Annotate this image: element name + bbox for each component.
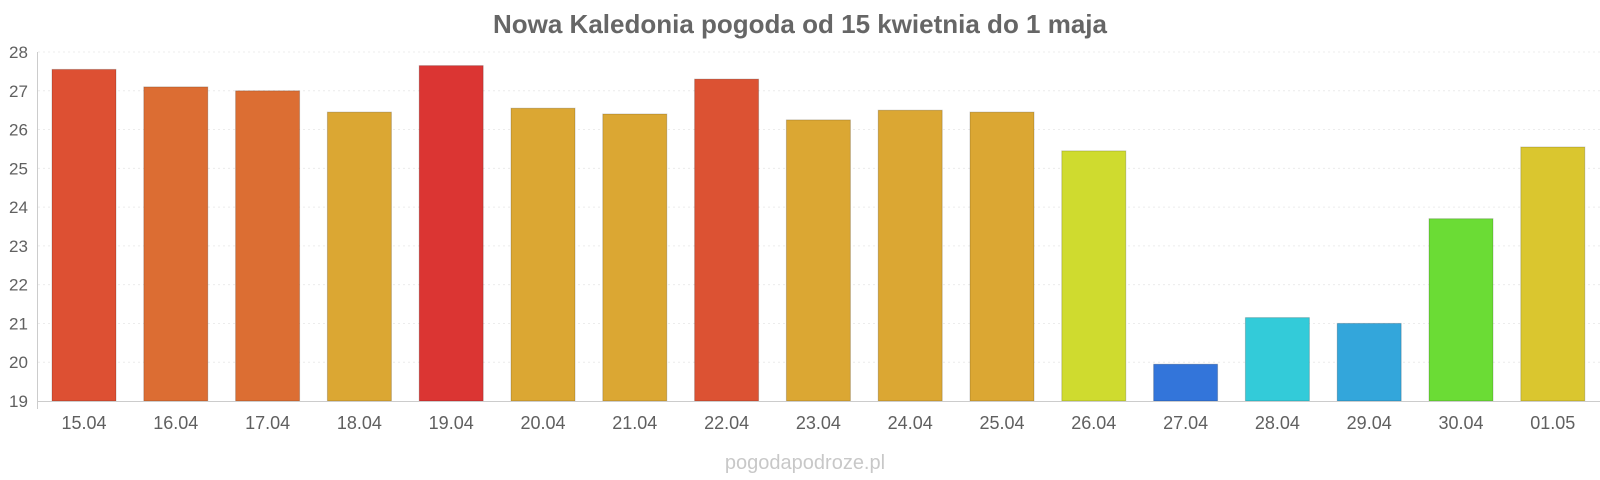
bar-24.04 (877, 109, 943, 402)
x-tick-label: 01.05 (1530, 413, 1575, 433)
y-tick-label: 27 (9, 82, 28, 101)
bar-15.04 (51, 68, 117, 402)
x-tick-label: 18.04 (337, 413, 382, 433)
x-tick-label: 27.04 (1163, 413, 1208, 433)
x-tick-label: 19.04 (429, 413, 474, 433)
y-tick-label: 25 (9, 159, 28, 178)
watermark: pogodapodroze.pl (725, 452, 885, 474)
x-tick-label: 24.04 (888, 413, 933, 433)
y-tick-label: 19 (9, 392, 28, 411)
bar-22.04 (694, 78, 760, 402)
x-tick-label: 30.04 (1438, 413, 1483, 433)
x-tick-label: 25.04 (979, 413, 1024, 433)
y-axis-ticks: 19 20 21 22 23 24 25 26 27 28 (9, 43, 28, 411)
y-tick-label: 22 (9, 276, 28, 295)
y-tick-label: 24 (9, 198, 28, 217)
x-tick-label: 23.04 (796, 413, 841, 433)
bar-25.04 (969, 111, 1035, 402)
y-tick-label: 28 (9, 43, 28, 62)
chart-title: Nowa Kaledonia pogoda od 15 kwietnia do … (493, 9, 1108, 39)
bar-28.04 (1244, 317, 1310, 402)
bar-20.04 (510, 107, 576, 402)
x-tick-label: 22.04 (704, 413, 749, 433)
x-tick-label: 17.04 (245, 413, 290, 433)
x-axis-ticks: 15.04 16.04 17.04 18.04 19.04 20.04 21.04 22.04… (61, 413, 1575, 433)
x-tick-label: 29.04 (1347, 413, 1392, 433)
bar-16.04 (143, 86, 209, 402)
bar-23.04 (785, 119, 851, 402)
bar-19.04 (418, 65, 484, 402)
x-tick-label: 26.04 (1071, 413, 1116, 433)
bar-29.04 (1336, 322, 1402, 402)
bars (51, 65, 1586, 402)
x-tick-label: 21.04 (612, 413, 657, 433)
x-tick-label: 15.04 (61, 413, 106, 433)
bar-27.04 (1153, 363, 1219, 402)
y-tick-label: 26 (9, 121, 28, 140)
x-tick-label: 20.04 (520, 413, 565, 433)
bar-30.04 (1428, 218, 1494, 402)
bar-18.04 (326, 111, 392, 402)
bar-17.04 (235, 90, 301, 402)
y-tick-label: 21 (9, 314, 28, 333)
x-tick-label: 16.04 (153, 413, 198, 433)
y-tick-label: 20 (9, 353, 28, 372)
bar-21.04 (602, 113, 668, 402)
x-tick-label: 28.04 (1255, 413, 1300, 433)
bar-26.04 (1061, 150, 1127, 402)
y-tick-label: 23 (9, 237, 28, 256)
bar-01.05 (1520, 146, 1586, 402)
